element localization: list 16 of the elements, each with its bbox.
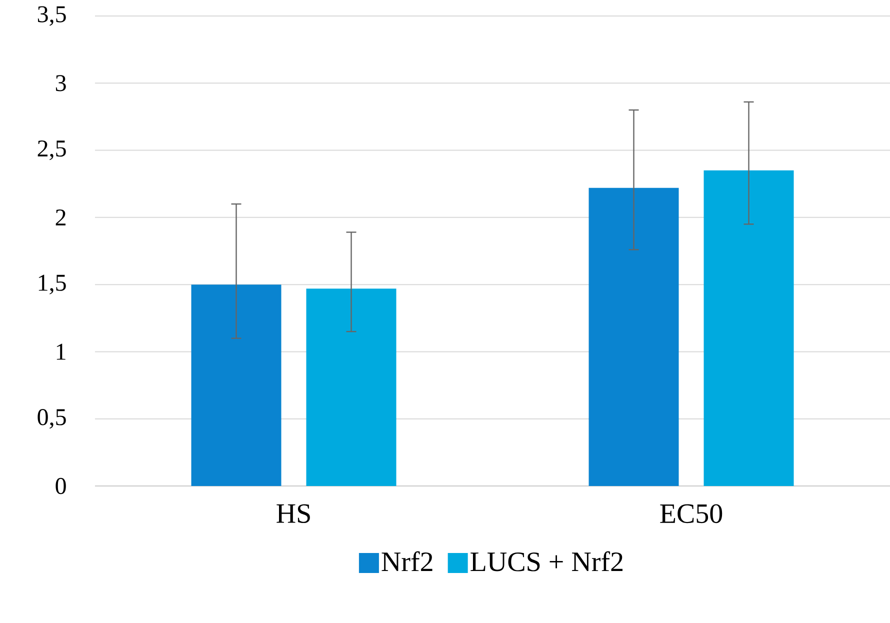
bar [306,288,396,486]
bar [704,170,794,486]
y-tick-label: 0,5 [38,409,66,429]
y-tick-label: 3 [56,75,66,92]
legend-label: Nrf2 [382,551,432,572]
x-tick-label: HS [276,504,310,524]
y-tick-label: 2 [56,209,66,226]
y-tick-label: 3,5 [38,6,66,26]
y-tick-label: 2,5 [38,140,66,160]
y-tick-label: 1,5 [38,274,66,294]
y-tick-label: 0 [56,478,66,494]
legend-label: LUCS + Nrf2 [470,551,622,572]
bar [191,284,282,486]
x-tick-label: EC50 [660,504,722,524]
y-tick-label: 1 [56,344,66,360]
bar [588,188,679,486]
